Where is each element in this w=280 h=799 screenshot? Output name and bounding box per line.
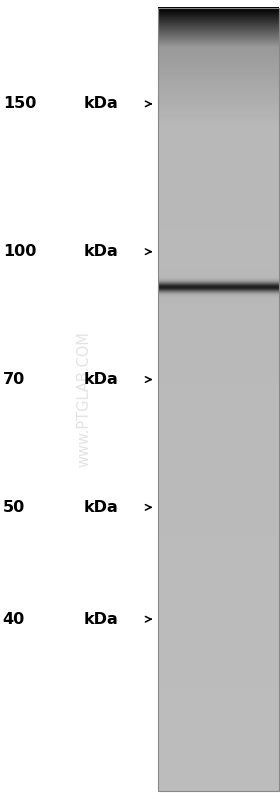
Text: 50: 50 [3,500,25,515]
Text: www.PTGLAB.COM: www.PTGLAB.COM [76,332,92,467]
Text: 100: 100 [3,244,36,259]
Text: kDa: kDa [84,97,119,111]
Text: kDa: kDa [84,372,119,387]
Bar [158,8,279,791]
Text: kDa: kDa [84,612,119,626]
Text: kDa: kDa [84,500,119,515]
Text: 70: 70 [3,372,25,387]
Text: 40: 40 [3,612,25,626]
Text: kDa: kDa [84,244,119,259]
Text: 150: 150 [3,97,36,111]
